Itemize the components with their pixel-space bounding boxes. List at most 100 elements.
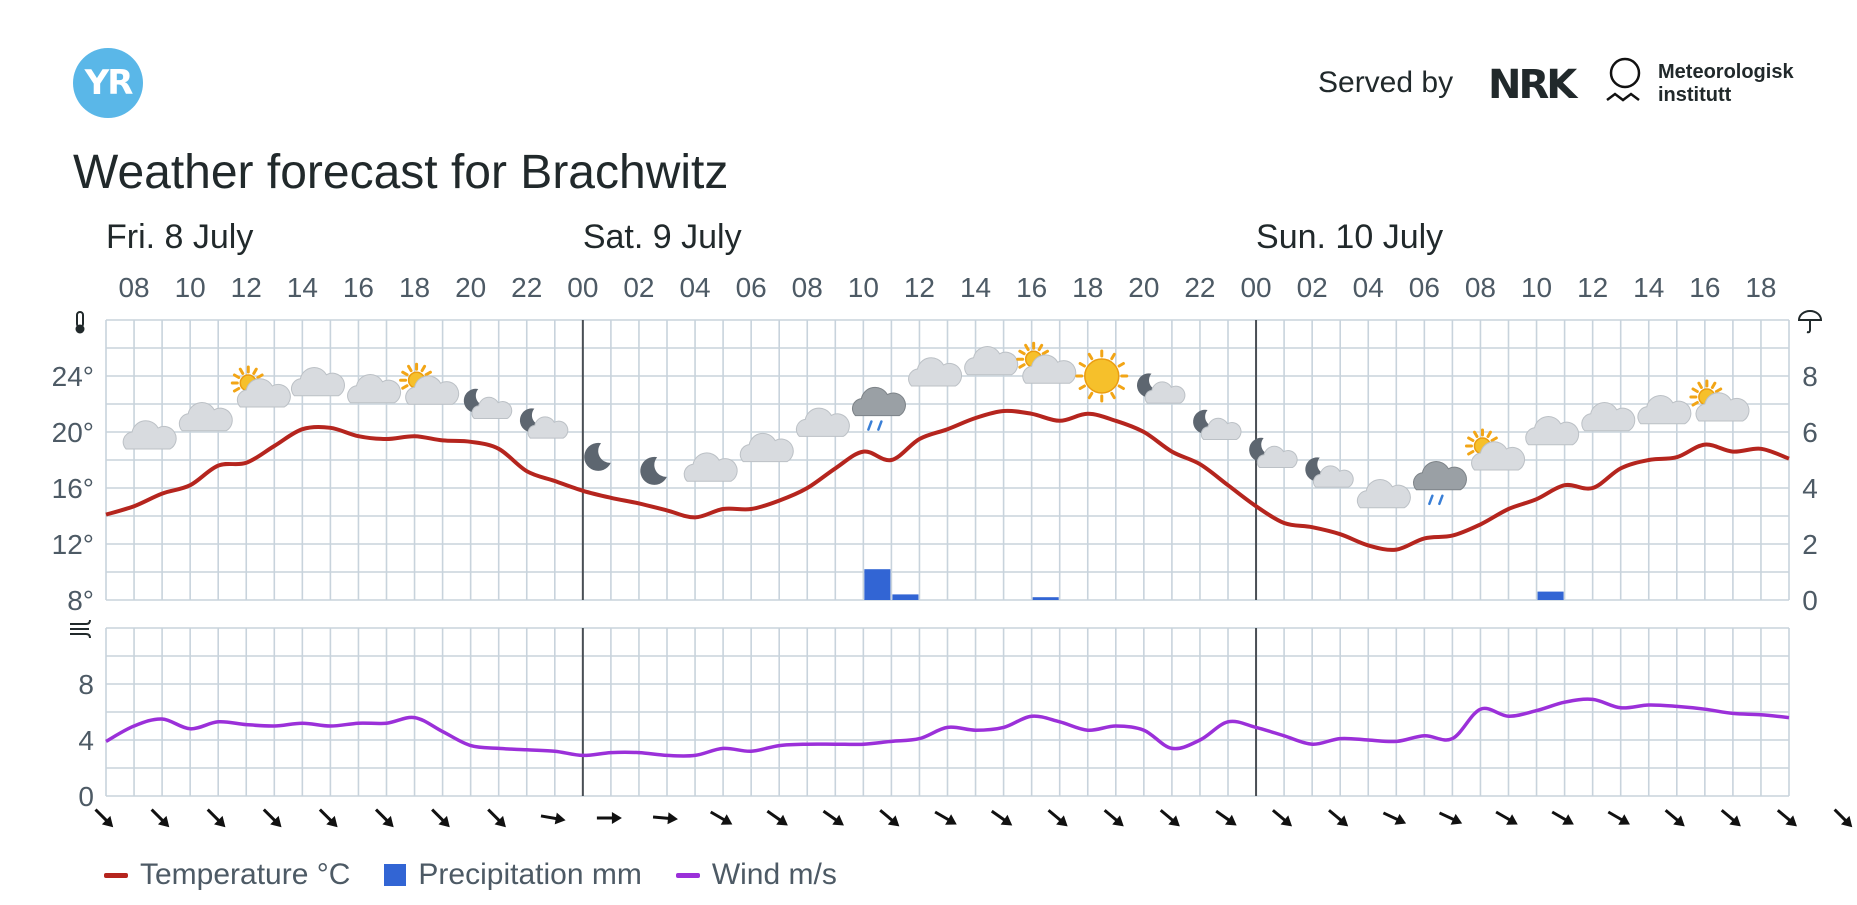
wind-direction-arrow [1607, 810, 1630, 825]
cloudy-icon [1356, 479, 1411, 509]
day-label: Sat. 9 July [583, 218, 742, 256]
wind-direction-arrow [822, 809, 844, 826]
hour-tick-label: 16 [1016, 272, 1047, 303]
cloudy-icon [739, 432, 794, 463]
legend-swatch-temperature [104, 872, 128, 878]
wind-direction-arrow [1047, 809, 1068, 827]
light-rain-icon [851, 386, 906, 431]
wind-tick-label: 4 [78, 725, 94, 756]
hour-tick-label: 18 [1745, 272, 1776, 303]
hour-tick-label: 08 [792, 272, 823, 303]
partly-cloudy-day-icon [1689, 379, 1750, 422]
cloudy-icon [290, 367, 345, 397]
wind-direction-arrow [709, 810, 733, 825]
wind-direction-arrow [150, 808, 170, 828]
legend-label-wind: Wind m/s [711, 858, 837, 891]
cloudy-icon [795, 407, 850, 437]
met-logo-icon[interactable] [1605, 56, 1645, 116]
hour-tick-label: 16 [1689, 272, 1720, 303]
wind-grid [105, 627, 1790, 797]
temperature-line [105, 408, 1790, 552]
wind-direction-arrow [431, 808, 450, 828]
hour-tick-label: 08 [1465, 272, 1496, 303]
met-logo-text[interactable]: Meteorologisk institutt [1658, 61, 1794, 107]
legend-swatch-wind [675, 872, 700, 878]
clear-night-icon [584, 442, 611, 471]
hour-tick-label: 12 [1577, 272, 1608, 303]
wind-direction-arrow [934, 810, 957, 825]
hour-tick-label: 18 [399, 272, 430, 303]
legend-item-temperature: Temperature °C [104, 858, 350, 892]
wind-icon [70, 619, 91, 639]
partly-cloudy-night-icon [1136, 373, 1186, 404]
hour-tick-label: 20 [455, 272, 486, 303]
hour-tick-label: 14 [960, 272, 991, 303]
wind-direction-arrow [1664, 809, 1685, 827]
precipitation-tick-label: 4 [1802, 473, 1818, 504]
hour-tick-label: 04 [679, 272, 710, 303]
precipitation-tick-label: 6 [1802, 417, 1818, 448]
precipitation-bar [892, 594, 919, 600]
hour-tick-label: 06 [736, 272, 767, 303]
light-rain-icon [1412, 461, 1467, 506]
wind-direction-arrow [766, 809, 788, 826]
wind-direction-arrow [652, 812, 678, 825]
wind-direction-arrow [1328, 809, 1349, 827]
wind-direction-arrow [596, 812, 622, 824]
partly-cloudy-night-icon [519, 408, 569, 439]
cloudy-icon [1581, 402, 1636, 432]
partly-cloudy-day-icon [1016, 341, 1077, 384]
served-by-label: Served by [1318, 66, 1454, 99]
cloudy-icon [178, 402, 233, 432]
wind-direction-arrow [206, 808, 226, 828]
hour-tick-label: 12 [231, 272, 262, 303]
legend-swatch-precipitation [384, 864, 407, 886]
temperature-grid [105, 319, 1790, 601]
wind-direction-arrow [1382, 811, 1407, 825]
hour-tick-label: 08 [118, 272, 149, 303]
wind-direction-arrow [1103, 809, 1124, 827]
wind-direction-arrow [1776, 809, 1797, 827]
hour-tick-label: 00 [1240, 272, 1271, 303]
umbrella-icon [1797, 310, 1823, 334]
wind-tick-label: 0 [78, 781, 94, 812]
yr-logo[interactable]: YR [73, 48, 143, 118]
hour-tick-label: 10 [848, 272, 879, 303]
legend-item-precipitation: Precipitation mm [384, 858, 642, 892]
wind-direction-arrow [1551, 810, 1574, 825]
wind-line [105, 697, 1790, 758]
day-label: Sun. 10 July [1256, 218, 1443, 256]
temperature-tick-label: 24° [52, 361, 94, 392]
hour-tick-label: 22 [511, 272, 542, 303]
hour-tick-label: 14 [287, 272, 318, 303]
hour-tick-label: 10 [1521, 272, 1552, 303]
wind-direction-arrow [94, 808, 114, 828]
temperature-tick-label: 16° [52, 473, 94, 504]
legend-label-precipitation: Precipitation mm [418, 858, 642, 891]
cloudy-icon [347, 374, 402, 404]
day-label: Fri. 8 July [106, 218, 253, 256]
yr-logo-text: YR [84, 63, 134, 103]
precipitation-bar [864, 569, 891, 600]
wind-direction-arrow [1215, 809, 1237, 826]
wind-direction-arrow [487, 808, 506, 828]
hour-tick-label: 04 [1353, 272, 1384, 303]
page-title: Weather forecast for Brachwitz [73, 146, 729, 199]
partly-cloudy-night-icon [463, 388, 513, 419]
hour-tick-label: 18 [1072, 272, 1103, 303]
hour-tick-label: 16 [343, 272, 374, 303]
precipitation-tick-label: 8 [1802, 361, 1818, 392]
partly-cloudy-night-icon [1249, 437, 1298, 468]
hour-tick-label: 14 [1633, 272, 1664, 303]
wind-direction-arrow [374, 808, 394, 828]
cloudy-icon [1637, 395, 1692, 425]
wind-direction-arrow [1438, 811, 1463, 825]
hour-tick-label: 22 [1184, 272, 1215, 303]
met-text-line1: Meteorologisk [1658, 61, 1794, 83]
wind-direction-arrow [1833, 808, 1853, 828]
nrk-logo[interactable]: NRK [1488, 62, 1577, 108]
hour-tick-label: 00 [567, 272, 598, 303]
cloudy-icon [908, 357, 963, 387]
partly-cloudy-day-icon [1464, 428, 1526, 471]
